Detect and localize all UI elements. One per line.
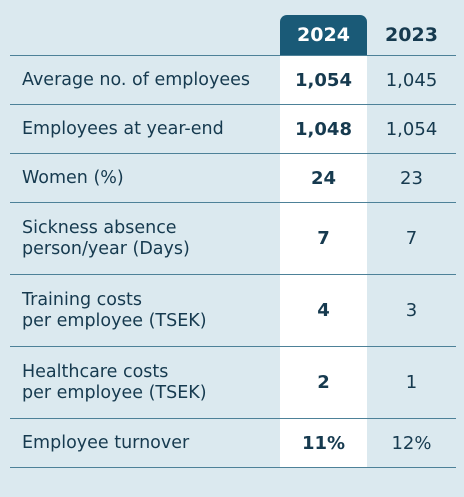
row-label: Average no. of employees (22, 69, 250, 90)
table-row: Women (%) 24 23 (10, 154, 456, 203)
value-2024: 11% (280, 419, 367, 467)
table-row: Training costs per employee (TSEK) 4 3 (10, 275, 456, 347)
table-row: Average no. of employees 1,054 1,045 (10, 56, 456, 105)
value-2023: 1,054 (385, 118, 438, 140)
table-row: Healthcare costs per employee (TSEK) 2 1 (10, 347, 456, 419)
row-label: Employees at year-end (22, 118, 224, 139)
value-2024: 24 (280, 154, 367, 202)
value-2024: 4 (280, 275, 367, 346)
value-2023: 1,045 (385, 69, 438, 91)
column-header-2024: 2024 (280, 15, 367, 55)
row-label: Healthcare costs per employee (TSEK) (22, 361, 207, 403)
value-2024: 7 (280, 203, 367, 274)
value-2023: 23 (400, 167, 423, 189)
table-row: Sickness absence person/year (Days) 7 7 (10, 203, 456, 275)
value-2024: 2 (280, 347, 367, 418)
row-label: Training costs per employee (TSEK) (22, 289, 207, 331)
table-row: Employee turnover 11% 12% (10, 419, 456, 468)
value-2024: 1,048 (280, 105, 367, 153)
value-2023: 7 (405, 228, 418, 249)
column-header-2023: 2023 (385, 24, 438, 46)
table-header: 2024 2023 (10, 15, 456, 56)
value-2023: 12% (391, 432, 432, 454)
row-label: Women (%) (22, 167, 124, 188)
row-label: Sickness absence person/year (Days) (22, 217, 190, 259)
value-2023: 3 (405, 300, 418, 321)
employee-statistics-table: 2024 2023 Average no. of employees 1,054… (10, 15, 456, 468)
row-label: Employee turnover (22, 432, 190, 453)
value-2023: 1 (405, 372, 418, 393)
value-2024: 1,054 (280, 56, 367, 104)
table-row: Employees at year-end 1,048 1,054 (10, 105, 456, 154)
